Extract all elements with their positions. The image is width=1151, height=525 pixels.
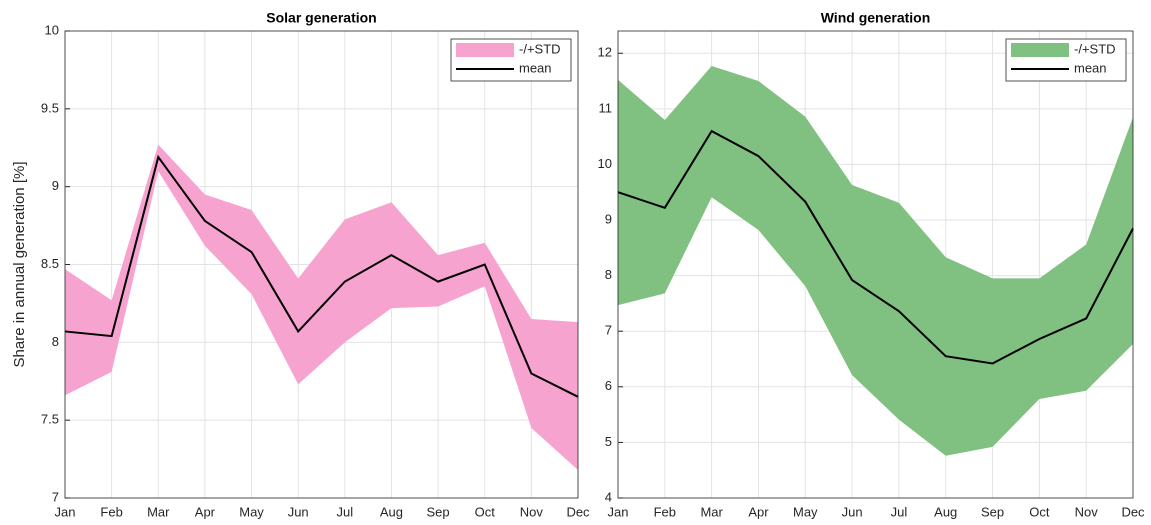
x-tick-label: Aug: [380, 504, 403, 519]
x-tick-label: Apr: [195, 504, 216, 519]
x-tick-label: Oct: [475, 504, 496, 519]
x-tick-label: Jun: [842, 504, 863, 519]
y-tick-label: 8: [605, 267, 612, 282]
y-tick-label: 11: [599, 100, 613, 115]
chart-title: Solar generation: [266, 10, 376, 26]
axes-box: [617, 30, 1134, 499]
y-tick-label: 9.5: [41, 100, 59, 115]
x-tick-label: Nov: [520, 504, 544, 519]
x-tick-label: Sep: [981, 504, 1004, 519]
legend-label: -/+STD: [1074, 41, 1116, 56]
y-tick-label: 6: [605, 378, 612, 393]
x-tick-label: Jan: [55, 504, 76, 519]
legend-swatch: [1011, 43, 1069, 57]
x-tick-label: Dec: [1121, 504, 1145, 519]
y-tick-label: 9: [52, 178, 59, 193]
x-tick-label: May: [239, 504, 264, 519]
mean-line: [617, 129, 1134, 365]
x-tick-label: Jan: [608, 504, 629, 519]
x-tick-label: Jul: [337, 504, 354, 519]
y-tick-label: 5: [605, 434, 612, 449]
y-tick-label: 10: [598, 156, 612, 171]
x-tick-label: Nov: [1075, 504, 1099, 519]
chart-title: Wind generation: [821, 10, 931, 26]
x-tick-label: Oct: [1029, 504, 1050, 519]
mean-line: [64, 154, 579, 398]
x-tick-label: Feb: [654, 504, 676, 519]
y-tick-label: 9: [605, 211, 612, 226]
y-axis-label: Share in annual generation [%]: [11, 162, 28, 368]
x-tick-label: Jul: [891, 504, 908, 519]
x-tick-label: Dec: [566, 504, 590, 519]
legend-label: mean: [519, 60, 552, 75]
x-tick-label: Aug: [934, 504, 957, 519]
y-tick-label: 7: [605, 323, 612, 338]
x-tick-label: Mar: [700, 504, 723, 519]
legend-label: -/+STD: [519, 41, 561, 56]
y-tick-label: 7: [52, 489, 59, 504]
x-tick-label: Apr: [748, 504, 769, 519]
legend-swatch: [456, 43, 514, 57]
y-tick-label: 8.5: [41, 256, 59, 271]
x-tick-label: Mar: [147, 504, 170, 519]
y-tick-label: 10: [45, 22, 59, 37]
x-tick-label: Feb: [100, 504, 122, 519]
x-tick-label: May: [793, 504, 818, 519]
legend-label: mean: [1074, 60, 1107, 75]
y-tick-label: 4: [605, 489, 612, 504]
axes-box: [64, 30, 579, 499]
y-tick-label: 12: [598, 45, 612, 60]
x-tick-label: Sep: [427, 504, 450, 519]
y-tick-label: 7.5: [41, 412, 59, 427]
x-tick-label: Jun: [288, 504, 309, 519]
y-tick-label: 8: [52, 334, 59, 349]
